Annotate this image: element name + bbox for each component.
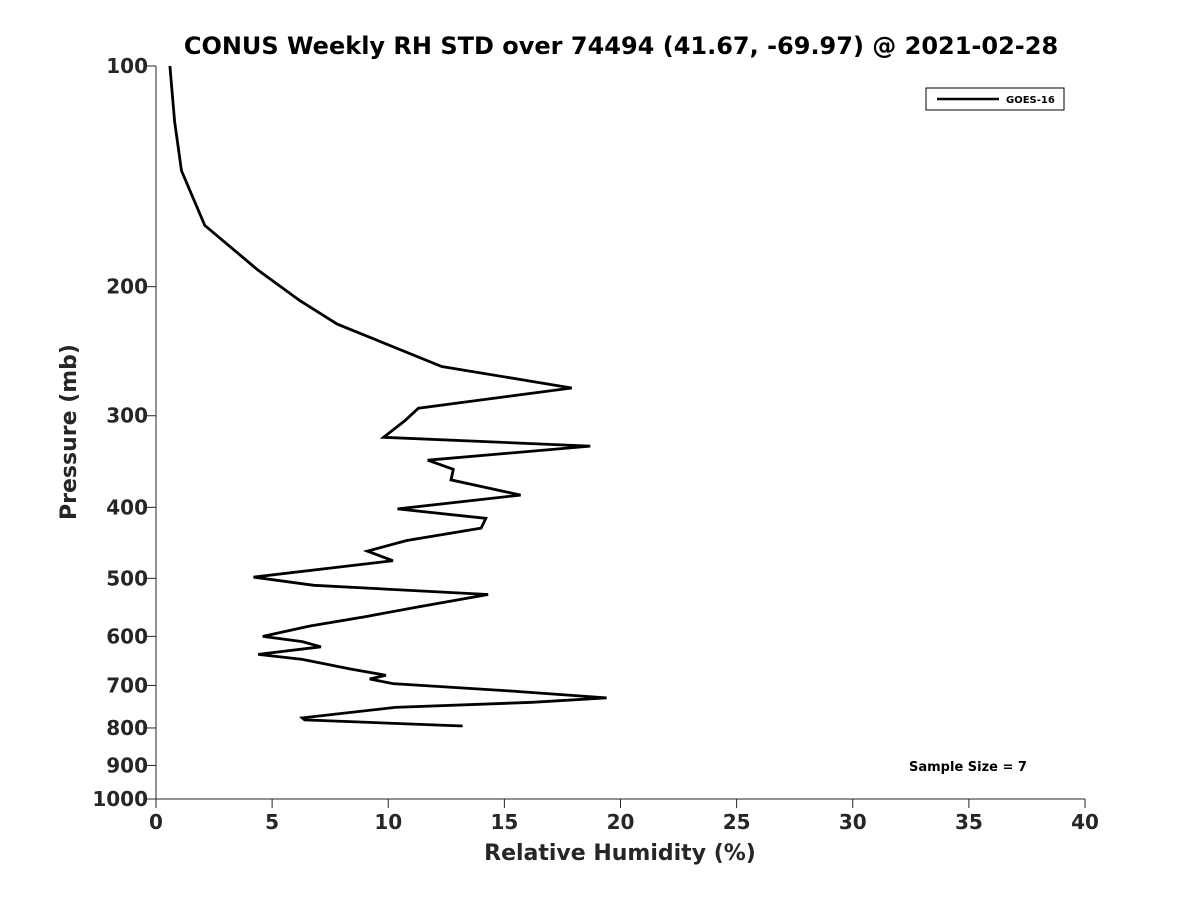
y-tick-label: 700: [106, 673, 148, 697]
x-tick-label: 15: [490, 810, 518, 834]
y-tick-label: 600: [106, 624, 148, 648]
x-tick-label: 30: [839, 810, 867, 834]
x-tick-label: 35: [955, 810, 983, 834]
y-tick-label: 300: [106, 404, 148, 428]
legend: GOES-16: [925, 87, 1065, 111]
x-tick-label: 0: [149, 810, 163, 834]
x-axis-label: Relative Humidity (%): [484, 841, 756, 866]
series-line-goes-16: [168, 65, 607, 728]
y-tick-label: 1000: [92, 787, 148, 811]
y-tick-label: 500: [106, 566, 148, 590]
axes: 0 5 10 15 20 25 30 35 40 100 200 300 400 500 600 700 800…: [92, 54, 1099, 834]
x-tick-label: 20: [607, 810, 635, 834]
x-tick-label: 10: [374, 810, 402, 834]
y-axis-label: Pressure (mb): [57, 344, 82, 520]
y-tick-label: 900: [106, 753, 148, 777]
y-tick-label: 400: [106, 495, 148, 519]
legend-entry-goes-16: GOES-16: [1006, 95, 1055, 106]
y-tick-label: 200: [106, 275, 148, 299]
x-tick-label: 5: [265, 810, 279, 834]
sample-size-annotation: Sample Size = 7: [909, 760, 1027, 775]
x-tick-label: 40: [1071, 810, 1099, 834]
plot-area: [168, 65, 607, 728]
y-tick-label: 100: [106, 54, 148, 78]
y-tick-label: 800: [106, 716, 148, 740]
x-tick-label: 25: [723, 810, 751, 834]
chart-title: CONUS Weekly RH STD over 74494 (41.67, -…: [184, 32, 1058, 60]
